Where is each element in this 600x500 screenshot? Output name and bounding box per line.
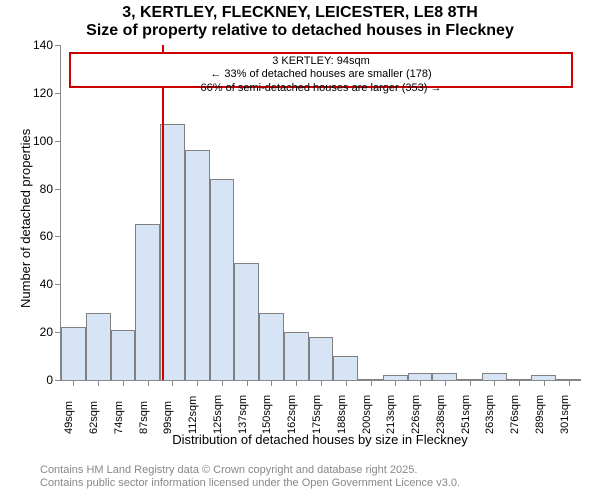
title-line-1: 3, KERTLEY, FLECKNEY, LEICESTER, LE8 8TH [0,4,600,22]
histogram-bar [61,327,86,380]
annotation-line-3: 66% of semi-detached houses are larger (… [73,82,569,95]
x-tick [494,380,495,386]
x-tick [321,380,322,386]
x-tick [371,380,372,386]
x-tick-label: 150sqm [261,395,273,434]
x-tick [569,380,570,386]
x-tick [470,380,471,386]
x-tick-label: 289sqm [534,395,546,434]
x-tick [296,380,297,386]
x-tick [197,380,198,386]
footer-text: Contains HM Land Registry data © Crown c… [40,464,460,490]
y-tick [55,380,61,381]
x-tick-label: 175sqm [311,395,323,434]
x-tick [222,380,223,386]
x-tick [247,380,248,386]
x-tick [123,380,124,386]
x-axis-label: Distribution of detached houses by size … [60,432,580,447]
x-tick-label: 200sqm [361,395,373,434]
histogram-bar [408,373,433,380]
x-tick [98,380,99,386]
x-tick [346,380,347,386]
histogram-bar [135,224,160,380]
x-tick [148,380,149,386]
histogram-bar [333,356,358,380]
annotation-box: 3 KERTLEY: 94sqm← 33% of detached houses… [69,52,573,88]
annotation-line-2: ← 33% of detached houses are smaller (17… [73,68,569,81]
x-tick-label: 49sqm [63,401,75,434]
x-tick-label: 263sqm [484,395,496,434]
histogram-bar [482,373,507,380]
x-tick-label: 99sqm [162,401,174,434]
y-tick [55,93,61,94]
footer-line-2: Contains public sector information licen… [40,477,460,490]
y-tick-label: 0 [46,373,53,387]
y-tick-label: 40 [40,277,53,291]
x-tick [420,380,421,386]
histogram-bar [111,330,136,380]
histogram-bar [210,179,235,380]
x-tick [519,380,520,386]
histogram-bar [432,373,457,380]
y-tick [55,284,61,285]
y-tick-label: 60 [40,229,53,243]
x-tick-label: 276sqm [509,395,521,434]
annotation-line-1: 3 KERTLEY: 94sqm [73,55,569,68]
y-tick-label: 140 [33,38,53,52]
y-tick-label: 20 [40,325,53,339]
y-tick [55,45,61,46]
histogram-bar [259,313,284,380]
y-axis-label: Number of detached properties [18,128,33,307]
footer-line-1: Contains HM Land Registry data © Crown c… [40,464,460,477]
y-tick [55,141,61,142]
x-tick-label: 213sqm [385,395,397,434]
y-tick [55,236,61,237]
y-tick-label: 120 [33,86,53,100]
x-tick-label: 137sqm [237,395,249,434]
x-tick-label: 251sqm [460,395,472,434]
y-tick-label: 80 [40,182,53,196]
histogram-bar [284,332,309,380]
x-tick-label: 87sqm [138,401,150,434]
x-tick-label: 125sqm [212,395,224,434]
x-tick [544,380,545,386]
histogram-bar [309,337,334,380]
histogram-bar [86,313,111,380]
x-tick-label: 62sqm [88,401,100,434]
x-tick [73,380,74,386]
plot-area: 02040608010012014049sqm62sqm74sqm87sqm99… [60,45,581,381]
x-tick-label: 162sqm [286,395,298,434]
x-tick-label: 301sqm [559,395,571,434]
x-tick [172,380,173,386]
y-tick-label: 100 [33,134,53,148]
x-tick-label: 238sqm [435,395,447,434]
x-tick [445,380,446,386]
y-tick [55,189,61,190]
x-tick-label: 74sqm [113,401,125,434]
histogram-bar [185,150,210,380]
x-tick-label: 188sqm [336,395,348,434]
histogram-bar [234,263,259,380]
x-tick-label: 226sqm [410,395,422,434]
x-tick-label: 112sqm [187,396,199,434]
marker-line [162,45,164,380]
x-tick [271,380,272,386]
chart-container: { "title_line1": "3, KERTLEY, FLECKNEY, … [0,0,600,500]
title-line-2: Size of property relative to detached ho… [0,22,600,40]
x-tick [395,380,396,386]
